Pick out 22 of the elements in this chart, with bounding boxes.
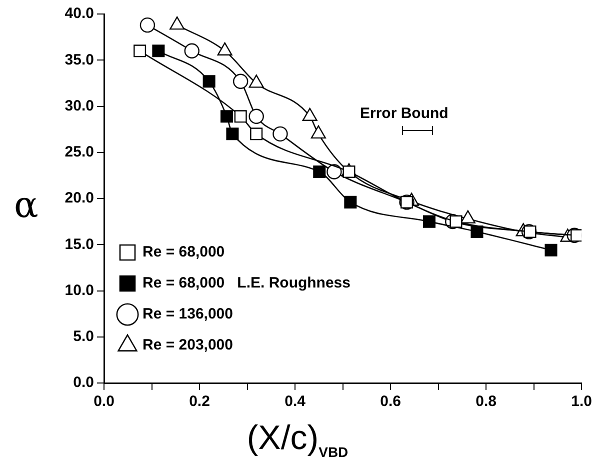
y-axis-title: α: [14, 185, 38, 226]
x-tick-label: 0.2: [189, 393, 210, 410]
legend-label: Re = 136,000: [142, 306, 233, 323]
y-tick-label: 15.0: [64, 236, 94, 253]
x-tick-label: 0.8: [476, 393, 496, 410]
y-tick-label: 30.0: [64, 97, 94, 114]
y-tick-label: 10.0: [64, 282, 94, 299]
legend-label: Re = 68,000 L.E. Roughness: [142, 274, 350, 292]
x-tick-label: 0.0: [94, 393, 114, 410]
x-tick-label: 0.4: [284, 393, 306, 410]
y-tick-label: 25.0: [64, 144, 94, 161]
y-tick-label: 5.0: [73, 328, 94, 346]
annotation: Error Bound: [360, 105, 448, 122]
y-tick-label: 40.0: [64, 5, 94, 22]
y-tick-label: 20.0: [64, 190, 94, 207]
x-axis-title: (X/c)$_{VBD}$: [246, 418, 350, 462]
x-tick-label: 1.0: [571, 393, 592, 410]
y-tick-label: 35.0: [64, 51, 94, 68]
y-tick-label: 0.0: [73, 374, 94, 392]
legend-label: Re = 203,000: [142, 336, 233, 354]
x-tick-label: 0.6: [380, 393, 401, 410]
legend-label: Re = 68,000: [142, 244, 225, 261]
